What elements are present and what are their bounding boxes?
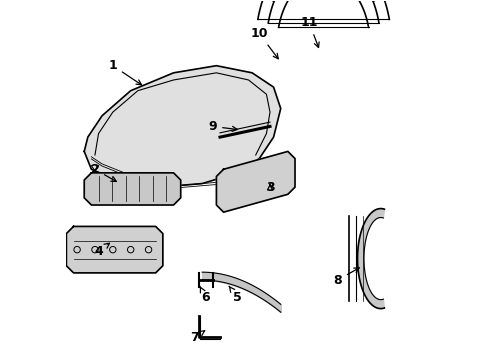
Text: 11: 11 — [300, 16, 319, 48]
Text: 1: 1 — [108, 59, 142, 85]
Text: 3: 3 — [266, 181, 274, 194]
Polygon shape — [217, 152, 295, 212]
Text: 6: 6 — [200, 286, 210, 305]
Text: 7: 7 — [191, 330, 205, 344]
Text: 2: 2 — [91, 163, 116, 181]
Polygon shape — [84, 66, 281, 187]
Polygon shape — [84, 173, 181, 205]
Text: 8: 8 — [334, 268, 359, 287]
Text: 5: 5 — [229, 286, 242, 305]
Polygon shape — [66, 226, 163, 273]
Text: 4: 4 — [94, 243, 109, 258]
Polygon shape — [358, 208, 384, 309]
Text: 9: 9 — [209, 120, 237, 133]
Text: 10: 10 — [250, 27, 278, 59]
